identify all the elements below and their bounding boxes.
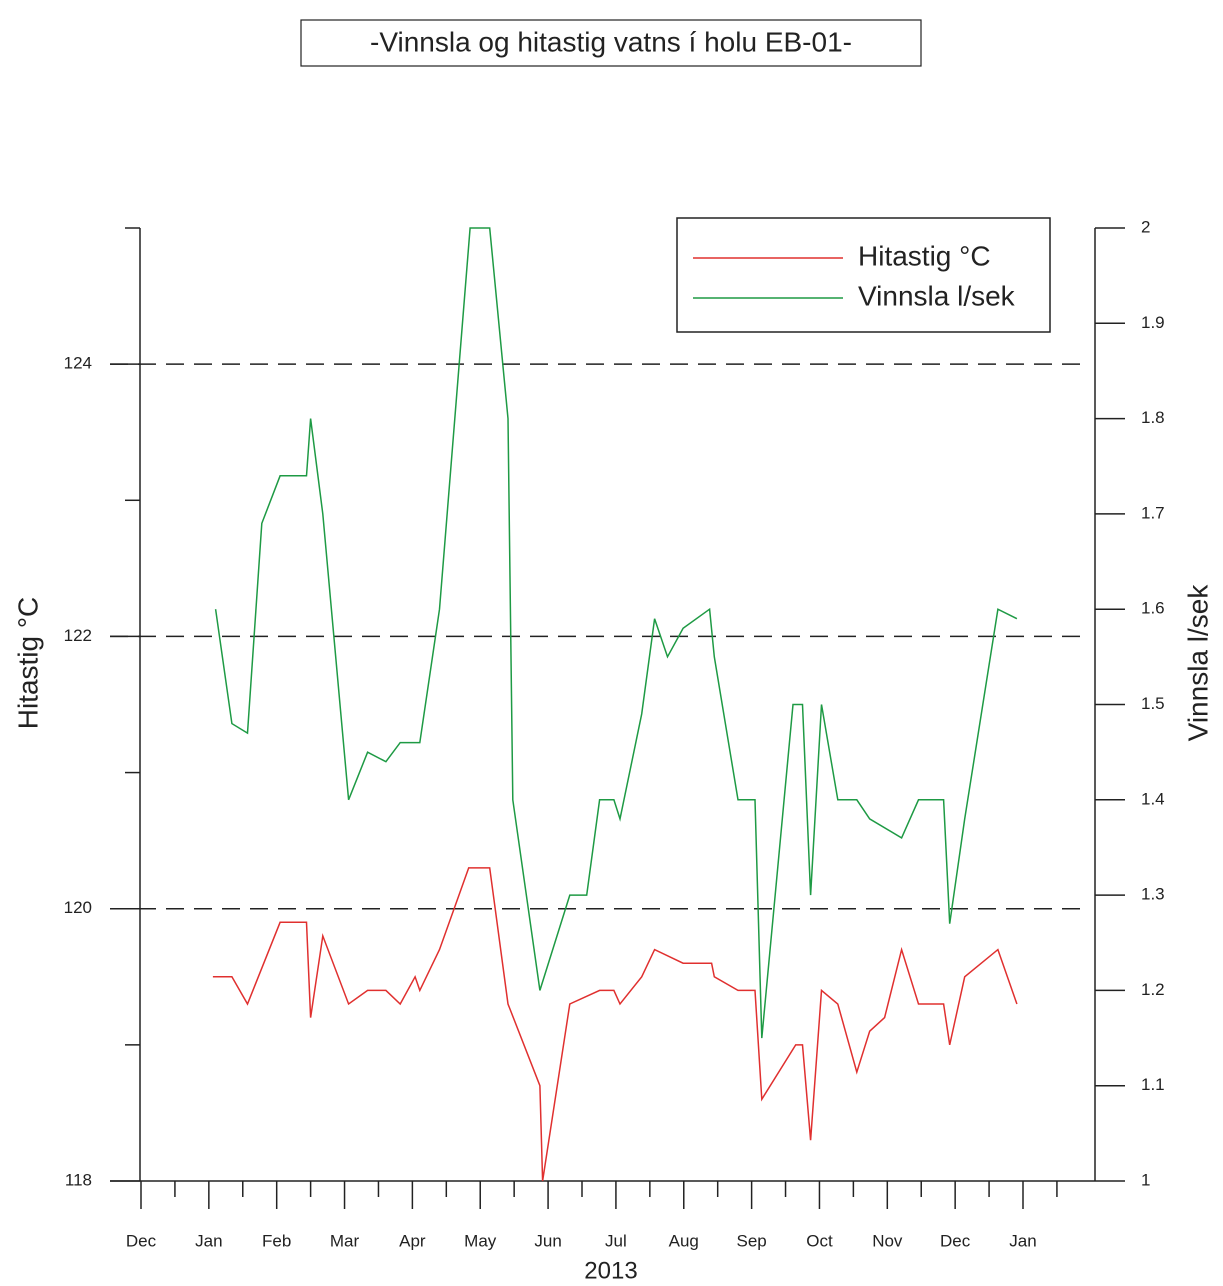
y2-tick-label: 1.1 — [1141, 1075, 1165, 1094]
y2-tick-label: 1.6 — [1141, 599, 1165, 618]
y2-tick-label: 1 — [1141, 1170, 1150, 1189]
data-line — [212, 867, 1018, 1182]
title-box — [300, 19, 922, 67]
x-tick-label: Feb — [262, 1231, 291, 1250]
x-tick-label: Jul — [605, 1231, 627, 1250]
x-tick-label: Jun — [534, 1231, 561, 1250]
y2-tick-label: 1.7 — [1141, 503, 1165, 522]
x-tick-label: Jan — [1009, 1231, 1036, 1250]
chart-title: -Vinnsla og hitastig vatns í holu EB-01- — [370, 26, 852, 57]
legend-label: Hitastig °C — [858, 240, 991, 271]
x-tick-label: Aug — [669, 1231, 699, 1250]
x-axis-label: 2013 — [584, 1257, 637, 1284]
x-tick-label: Dec — [940, 1231, 971, 1250]
x-tick-label: Mar — [330, 1231, 360, 1250]
y-tick-label: 122 — [64, 626, 92, 645]
x-tick-label: Dec — [126, 1231, 157, 1250]
y-tick-label: 124 — [64, 354, 92, 373]
y-tick-label: 118 — [65, 1170, 92, 1189]
y2-tick-label: 1.2 — [1141, 980, 1165, 999]
y-tick-label: 120 — [64, 898, 92, 917]
y2-tick-label: 1.8 — [1141, 408, 1165, 427]
y2-tick-label: 1.5 — [1141, 694, 1165, 713]
y2-tick-label: 1.9 — [1141, 313, 1165, 332]
y2-tick-label: 1.4 — [1141, 789, 1165, 808]
x-tick-label: Jan — [195, 1231, 222, 1250]
legend — [676, 217, 1051, 333]
x-tick-label: Apr — [399, 1231, 426, 1250]
y2-axis-label: Vinnsla l/sek — [1182, 584, 1213, 742]
x-tick-label: Sep — [736, 1231, 766, 1250]
data-line — [214, 227, 1018, 1039]
x-tick-label: Nov — [872, 1231, 903, 1250]
y2-tick-label: 2 — [1141, 217, 1150, 236]
legend-label: Vinnsla l/sek — [858, 280, 1016, 311]
y2-tick-label: 1.3 — [1141, 885, 1165, 904]
x-tick-label: May — [464, 1231, 497, 1250]
x-tick-label: Oct — [806, 1231, 833, 1250]
y-axis-label: Hitastig °C — [12, 597, 43, 730]
